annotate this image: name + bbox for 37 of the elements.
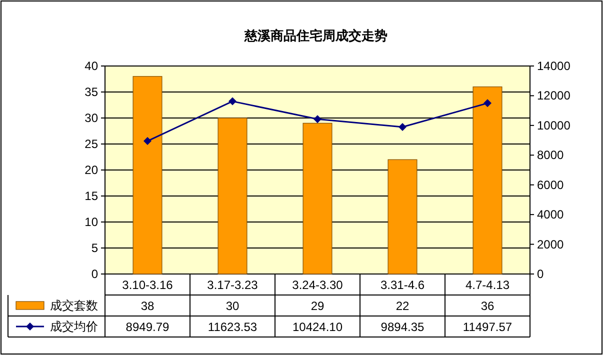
title: 慈溪商品住宅周成交走势 [244, 28, 388, 43]
y-tick: 30 [84, 111, 98, 125]
value-label: 10424.10 [292, 320, 343, 334]
y2-tick: 4000 [537, 208, 564, 222]
value-label: 8949.79 [126, 320, 170, 334]
value-label: 38 [140, 299, 154, 313]
y-tick: 40 [84, 59, 98, 73]
x-tick: 3.17-3.23 [207, 278, 258, 292]
x-tick: 3.24-3.30 [292, 278, 343, 292]
x-tick: 3.10-3.16 [122, 278, 173, 292]
y2-tick: 8000 [537, 148, 564, 162]
value-label: 30 [226, 299, 240, 313]
y2-tick: 0 [537, 267, 544, 281]
y-tick: 0 [91, 267, 98, 281]
legend-entry: 成交均价 [16, 320, 98, 334]
y2-tick: 12000 [537, 88, 570, 103]
value-label: 22 [396, 299, 410, 313]
legend-label: 成交套数 [50, 298, 98, 312]
value-label: 11497.57 [462, 320, 512, 334]
value-label: 29 [310, 299, 324, 313]
y-tick: 10 [84, 215, 98, 229]
y-tick: 20 [84, 163, 98, 177]
y-tick: 15 [84, 189, 98, 203]
y2-tick: 10000 [537, 118, 570, 132]
y2-tick: 2000 [537, 237, 564, 252]
y-tick: 35 [84, 85, 98, 99]
y-tick: 5 [91, 241, 98, 255]
x-tick: 3.31-4.6 [380, 278, 425, 292]
value-label: 11623.53 [208, 320, 258, 334]
value-label: 36 [480, 299, 494, 313]
value-label: 9894.35 [380, 320, 424, 334]
x-tick: 4.7-4.13 [465, 278, 510, 292]
y-tick: 25 [84, 137, 98, 151]
legend-label: 成交均价 [50, 320, 98, 334]
legend-entry: 成交套数 [16, 298, 98, 312]
y2-tick: 6000 [537, 178, 564, 192]
y2-tick: 14000 [537, 59, 570, 73]
